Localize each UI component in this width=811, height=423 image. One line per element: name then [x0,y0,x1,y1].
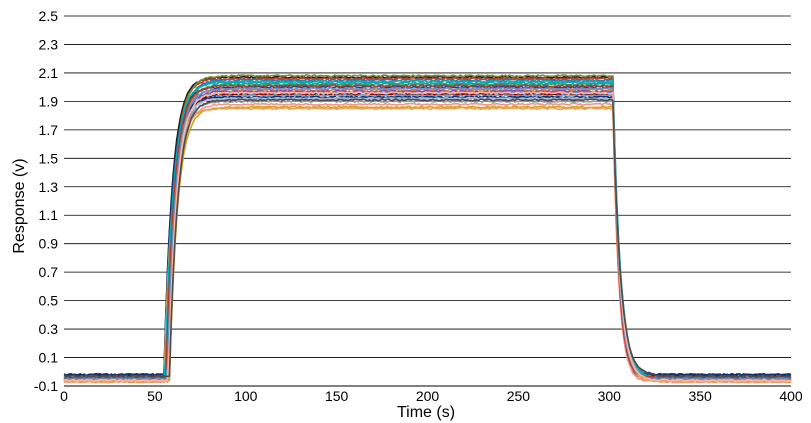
y-tick-label: 2.5 [39,8,59,24]
x-tick-label: 300 [598,388,622,404]
y-tick-label: 2.1 [39,65,59,81]
x-tick-label: 100 [234,388,258,404]
y-tick-label: 1.3 [39,179,59,195]
y-tick-label: 0.1 [39,350,59,366]
y-tick-label: 2.3 [39,36,59,52]
x-tick-label: 400 [779,388,803,404]
y-tick-label: 0.7 [39,264,59,280]
x-tick-label: 200 [416,388,440,404]
y-tick-label: 1.1 [39,207,59,223]
y-tick-label: 1.9 [39,93,59,109]
x-tick-label: 150 [325,388,349,404]
series-line [63,86,792,381]
y-tick-label: 0.3 [39,321,59,337]
y-tick-label: 0.9 [39,236,59,252]
series-line [63,95,792,377]
x-tick-label: 350 [688,388,712,404]
y-axis-title: Response (v) [11,158,28,253]
x-axis-title: Time (s) [397,404,455,421]
x-tick-label: 50 [147,388,163,404]
series-line [63,91,792,382]
series-line [63,84,792,380]
x-tick-label: 250 [507,388,531,404]
y-tick-label: 0.5 [39,293,59,309]
y-tick-label: 1.5 [39,150,59,166]
y-tick-labels: -0.1 0.1 0.3 0.5 0.7 0.9 1.1 1.3 1.5 1.7 1.9 2.1 2.3… [34,8,58,394]
x-tick-label: 0 [60,388,68,404]
series-lines [63,74,792,384]
x-tick-labels: 0 50 100 150 200 250 300 350 400 [60,388,803,404]
y-tick-label: -0.1 [34,378,58,394]
y-tick-label: 1.7 [39,122,59,138]
series-line [63,98,792,378]
